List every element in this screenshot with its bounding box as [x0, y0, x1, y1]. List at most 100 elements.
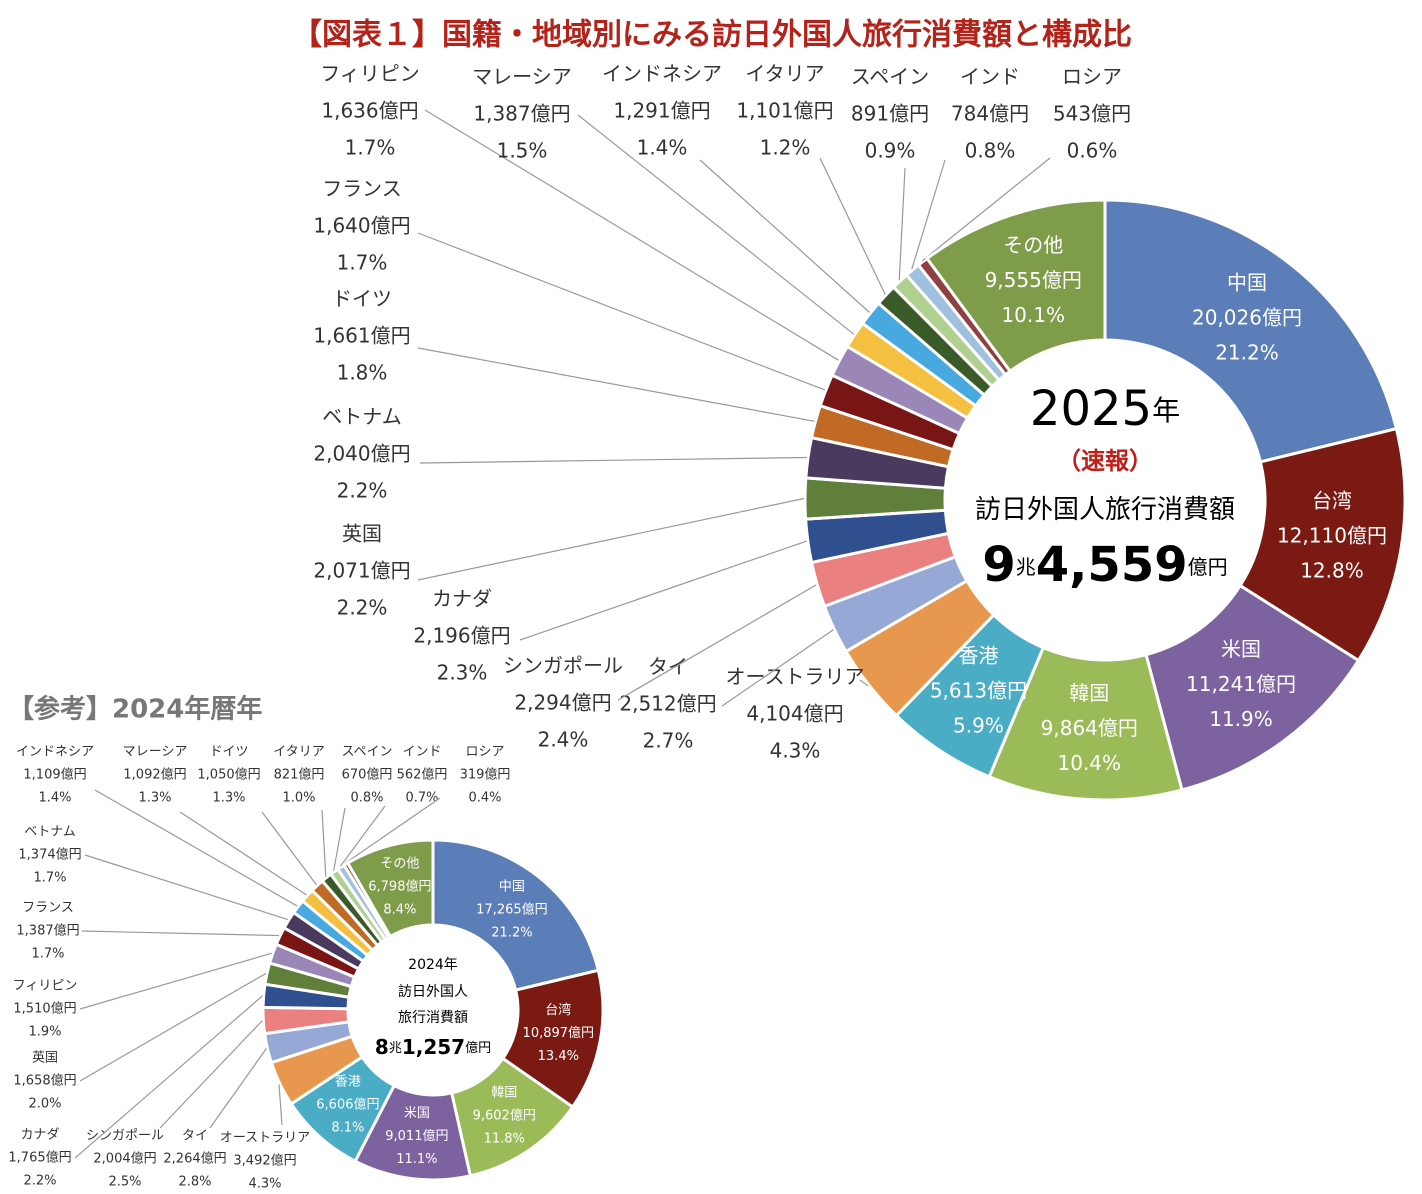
segment-label: 香港: [335, 1074, 361, 1089]
segment-label: 1,765億円: [8, 1150, 71, 1166]
segment-label: イタリア: [273, 745, 324, 760]
segment-label: 11,241億円: [1186, 672, 1296, 696]
segment-label: 香港: [958, 644, 998, 668]
segment-label: タイ: [182, 1129, 208, 1144]
segment-label: 4,104億円: [746, 702, 843, 726]
segment-label: マレーシア: [472, 65, 572, 89]
leader-line: [339, 805, 386, 867]
segment-label: 米国: [404, 1106, 430, 1121]
segment-label: 543億円: [1053, 102, 1131, 126]
leader-line: [921, 157, 1051, 262]
segment-label: 670億円: [342, 767, 393, 783]
segment-label: ベトナム: [322, 405, 401, 429]
segment-label: 8.1%: [331, 1120, 364, 1135]
donut-segment: [1103, 198, 1399, 464]
segment-label: 1.7%: [345, 136, 396, 160]
segment-label: 2.3%: [437, 661, 488, 685]
leader-line: [699, 159, 870, 313]
leader-line: [84, 854, 289, 921]
chart-subtitle: 【参考】2024年暦年: [8, 694, 262, 725]
segment-label: 10,897億円: [523, 1025, 595, 1041]
leader-line: [617, 584, 817, 701]
segment-label: 4.3%: [248, 1177, 281, 1192]
center-label-part: 億円: [1188, 555, 1228, 579]
segment-label: オーストラリア: [220, 1131, 310, 1146]
segment-label: その他: [1003, 233, 1063, 257]
segment-label: 8.4%: [383, 902, 416, 917]
segment-label: 9,864億円: [1041, 716, 1138, 740]
segment-label: 1.7%: [31, 947, 64, 962]
center-label-part: （速報）: [1057, 447, 1153, 475]
leader-line: [417, 232, 826, 391]
segment-label: 2,264億円: [163, 1151, 226, 1167]
segment-label: 2,196億円: [413, 624, 510, 648]
segment-label: 英国: [32, 1051, 58, 1066]
segment-label: 2,040億円: [313, 442, 410, 466]
donut-segment: [345, 838, 435, 939]
leader-line: [898, 167, 906, 281]
segment-label: 1,640億円: [313, 214, 410, 238]
donut-segment: [431, 838, 601, 992]
segment-label: 1,387億円: [16, 923, 79, 939]
center-label-part: 億円: [465, 1040, 491, 1056]
segment-label: 2.8%: [178, 1175, 211, 1190]
segment-label: 6,606億円: [316, 1096, 379, 1112]
segment-label: その他: [380, 856, 419, 871]
segment-label: 2,004億円: [93, 1151, 156, 1167]
center-label-part: 訪日外国人旅行消費額: [975, 495, 1235, 525]
center-label: 訪日外国人: [398, 984, 468, 1000]
segment-label: 1,374億円: [18, 847, 81, 863]
segment-label: 9,602億円: [473, 1107, 536, 1123]
segment-label: インド: [960, 65, 1020, 89]
center-label: 2025年: [1030, 381, 1180, 437]
segment-label: 1.3%: [212, 791, 245, 806]
leader-line: [81, 930, 280, 937]
center-label: 旅行消費額: [398, 1010, 468, 1026]
segment-label: 17,265億円: [476, 901, 548, 917]
segment-label: 9,555億円: [985, 268, 1082, 292]
leader-line: [424, 109, 839, 361]
leader-line: [911, 159, 946, 270]
segment-label: ロシア: [1062, 65, 1122, 89]
segment-label: 319億円: [460, 767, 511, 783]
center-label: 8兆1,257億円: [375, 1035, 491, 1059]
segment-label: 2.5%: [108, 1175, 141, 1190]
leader-line: [179, 811, 307, 896]
segment-label: 中国: [499, 879, 525, 894]
segment-label: 2.2%: [23, 1174, 56, 1189]
segment-label: 1.2%: [760, 136, 811, 160]
segment-label: 21.2%: [491, 925, 532, 940]
leader-line: [417, 347, 815, 422]
segment-label: 562億円: [397, 767, 448, 783]
leader-line: [419, 456, 808, 464]
segment-label: 中国: [1227, 271, 1267, 295]
segment-label: 1,050億円: [197, 767, 260, 783]
segment-label: 1.4%: [637, 136, 688, 160]
chart-title: 【図表１】国籍・地域別にみる訪日外国人旅行消費額と構成比: [292, 18, 1132, 53]
center-label-part: 4,559: [1036, 537, 1188, 593]
segment-label: 1,092億円: [123, 767, 186, 783]
center-label: 2024年: [408, 957, 458, 973]
segment-label: 1,387億円: [473, 102, 570, 126]
segment-label: 1,291億円: [613, 99, 710, 123]
center-label-part: 旅行消費額: [398, 1010, 468, 1026]
segment-label: 台湾: [545, 1002, 571, 1018]
segment-label: スペイン: [851, 65, 930, 89]
segment-label: 0.8%: [965, 139, 1016, 163]
center-label-part: 8: [375, 1035, 389, 1059]
segment-label: 9,011億円: [385, 1128, 448, 1144]
center-label-part: 1,257: [402, 1035, 465, 1059]
segment-label: 1,636億円: [321, 99, 418, 123]
segment-label: 1.5%: [497, 139, 548, 163]
segment-label: 韓国: [491, 1085, 517, 1100]
segment-label: 2.4%: [538, 728, 589, 752]
segment-label: 1,661億円: [313, 324, 410, 348]
segment-label: 1,109億円: [23, 767, 86, 783]
segment-label: 1,658億円: [13, 1073, 76, 1089]
leader-line: [94, 789, 298, 907]
segment-label: 11.1%: [396, 1152, 437, 1167]
leader-line: [209, 1048, 267, 1129]
segment-label: タイ: [648, 655, 688, 679]
